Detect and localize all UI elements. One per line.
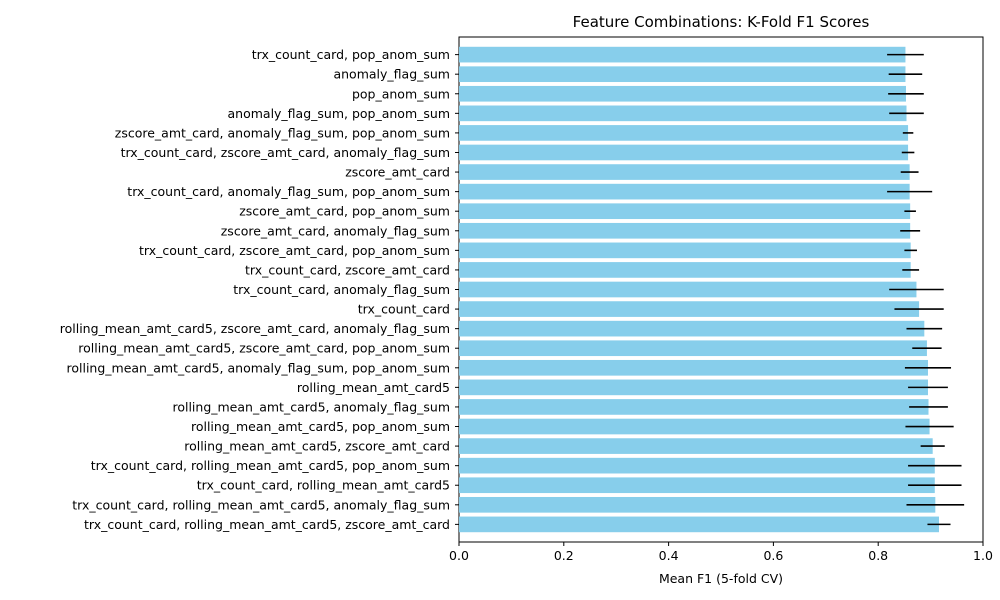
y-tick-label: trx_count_card — [358, 302, 450, 317]
y-tick-label: zscore_amt_card, pop_anom_sum — [239, 204, 450, 219]
bars-group — [459, 46, 939, 533]
bar — [459, 85, 906, 102]
y-tick-label: trx_count_card, rolling_mean_amt_card5, … — [72, 497, 450, 512]
y-tick-label: zscore_amt_card, anomaly_flag_sum, pop_a… — [115, 125, 450, 140]
bar — [459, 359, 928, 376]
chart-title: Feature Combinations: K-Fold F1 Scores — [573, 13, 870, 31]
bar — [459, 183, 910, 200]
y-tick-label: rolling_mean_amt_card5, pop_anom_sum — [191, 419, 450, 434]
y-tick-label: rolling_mean_amt_card5, anomaly_flag_sum — [172, 399, 450, 414]
bar — [459, 516, 939, 533]
x-tick-labels: 0.0 0.2 0.4 0.6 0.8 1.0 — [449, 542, 993, 563]
bar — [459, 281, 917, 298]
bar — [459, 144, 909, 161]
y-tick-label: trx_count_card, pop_anom_sum — [252, 47, 450, 62]
bar — [459, 46, 906, 63]
y-tick-label: rolling_mean_amt_card5, zscore_amt_card — [184, 439, 450, 454]
y-tick-label: rolling_mean_amt_card5, zscore_amt_card,… — [78, 341, 450, 356]
bar — [459, 457, 935, 474]
bar — [459, 222, 911, 239]
x-tick-label: 0.2 — [554, 548, 574, 563]
bar — [459, 125, 909, 141]
x-tick-label: 0.0 — [449, 548, 469, 563]
bar — [459, 242, 911, 259]
bar — [459, 340, 927, 357]
x-tick-label: 0.8 — [868, 548, 888, 563]
bar — [459, 438, 933, 454]
y-tick-label: anomaly_flag_sum — [333, 67, 450, 82]
x-tick-label: 0.4 — [659, 548, 679, 563]
error-bars-group — [887, 53, 965, 526]
bar — [459, 418, 930, 435]
y-tick-label: zscore_amt_card, anomaly_flag_sum — [221, 223, 450, 238]
bar — [459, 66, 906, 83]
bar — [459, 477, 935, 494]
x-tick-label: 1.0 — [973, 548, 993, 563]
bar — [459, 320, 925, 337]
y-tick-label: pop_anom_sum — [352, 86, 450, 101]
bar — [459, 105, 907, 122]
y-tick-labels: trx_count_card, pop_anom_sum anomaly_flag… — [60, 47, 459, 532]
x-axis-label: Mean F1 (5-fold CV) — [659, 571, 783, 586]
y-tick-label: rolling_mean_amt_card5 — [297, 380, 450, 395]
x-tick-label: 0.6 — [763, 548, 783, 563]
bar — [459, 496, 936, 513]
bar — [459, 379, 928, 396]
y-tick-label: anomaly_flag_sum, pop_anom_sum — [228, 106, 451, 121]
y-tick-label: trx_count_card, anomaly_flag_sum — [233, 282, 450, 297]
y-tick-label: trx_count_card, zscore_amt_card — [245, 262, 450, 277]
y-tick-label: rolling_mean_amt_card5, anomaly_flag_sum… — [66, 360, 450, 375]
y-tick-label: trx_count_card, anomaly_flag_sum, pop_an… — [127, 184, 450, 199]
bar — [459, 399, 929, 415]
y-tick-label: zscore_amt_card — [345, 165, 450, 180]
bar — [459, 262, 911, 278]
y-tick-label: trx_count_card, rolling_mean_amt_card5, … — [91, 458, 450, 473]
bar — [459, 164, 910, 180]
y-tick-label: trx_count_card, zscore_amt_card, anomaly… — [121, 145, 450, 160]
y-tick-label: trx_count_card, zscore_amt_card, pop_ano… — [139, 243, 450, 258]
bar — [459, 301, 920, 317]
y-tick-label: trx_count_card, rolling_mean_amt_card5 — [197, 478, 450, 493]
y-tick-label: rolling_mean_amt_card5, zscore_amt_card,… — [60, 321, 450, 336]
y-tick-label: trx_count_card, rolling_mean_amt_card5, … — [84, 517, 450, 532]
bar — [459, 203, 911, 220]
